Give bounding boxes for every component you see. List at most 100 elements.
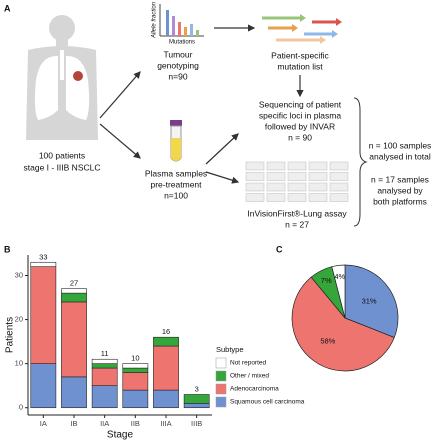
mutation-icon [262, 14, 342, 44]
bar-segment [91, 367, 118, 386]
mini-axis-label: Mutations [169, 40, 195, 46]
x-axis-label: Stage [107, 430, 134, 440]
arrow [205, 171, 240, 184]
assay-cell [245, 161, 265, 171]
bar-segment [61, 288, 87, 294]
bar-segment [61, 292, 87, 303]
y-tick-label: 10 [15, 359, 23, 368]
legend-swatch [215, 370, 227, 382]
assay-cell [329, 172, 349, 181]
bar-segment [91, 358, 118, 364]
legend-label: Squamous cell carcinoma [230, 399, 305, 406]
arrow [205, 133, 239, 165]
assay-cell [245, 182, 265, 192]
bar-segment [122, 367, 149, 373]
assay-cell [329, 182, 349, 192]
total-label: 11 [101, 349, 109, 358]
assay-cell [308, 161, 328, 171]
bar-segment [91, 385, 118, 409]
assay-cell [308, 182, 328, 192]
diagram-text: n = 90 [288, 132, 312, 142]
y-tick-label: 0 [19, 403, 23, 412]
total-label: 27 [70, 279, 78, 288]
diagram-text: n=90 [168, 71, 187, 81]
bar-segment [183, 403, 210, 409]
legend-swatch [215, 383, 227, 395]
x-tick-label: IB [70, 419, 77, 428]
total-label: 16 [162, 327, 170, 336]
total-label: 10 [131, 354, 139, 363]
assay-cell [329, 161, 349, 171]
bar-segment [122, 363, 149, 369]
x-tick-label: IIIB [191, 419, 202, 428]
diagram-text: followed by INVAR [265, 121, 335, 131]
pie-slice [291, 276, 395, 372]
brace [353, 97, 368, 227]
bar-segment [153, 336, 179, 347]
total-label: 33 [39, 252, 47, 261]
diagram-text: InVisionFirst®-Lung assay [247, 208, 347, 218]
arrow [99, 123, 141, 159]
diagram-text: pre-treatment [150, 179, 202, 189]
bar-segment [30, 363, 57, 409]
pie-label: 58% [320, 337, 335, 346]
assay-cell [245, 193, 265, 202]
diagram-text: Tumour [164, 49, 193, 59]
x-tick-label: IA [40, 419, 47, 428]
legend-swatch [215, 357, 227, 369]
patient-figure [26, 15, 98, 140]
bar-segment [30, 266, 57, 364]
panel-label: A [4, 3, 11, 13]
plasma-tube [170, 120, 182, 162]
mini-chart [159, 4, 204, 37]
pie-label: 31% [362, 297, 377, 306]
bar-segment [153, 345, 179, 391]
bar-segment [30, 261, 57, 267]
assay-cell [308, 172, 328, 181]
assay-cell [287, 193, 307, 202]
panel-label: B [4, 244, 11, 254]
assay-cell [308, 193, 328, 202]
pie-label: 4% [334, 272, 345, 281]
panel-label: C [276, 244, 283, 254]
legend-label: Other / mixed [230, 373, 269, 380]
assay-cell [329, 193, 349, 202]
legend-swatch [215, 396, 227, 408]
bar-segment [91, 363, 118, 369]
diagram-text: Patient-specific [271, 50, 329, 60]
bar-segment [61, 301, 87, 378]
y-axis-label: Patients [5, 317, 16, 353]
diagram-text: Plasma samples [145, 168, 207, 178]
legend-label: Not reported [230, 360, 267, 367]
diagram-text: analysed by [377, 185, 423, 195]
diagram-text: n = 17 samples [371, 174, 429, 184]
bar-segment [122, 372, 149, 391]
diagram-text: Sequencing of patient [259, 99, 342, 109]
pie-slice [344, 264, 399, 338]
bar-segment [153, 389, 179, 409]
assay-cell [266, 161, 286, 171]
assay-cell [287, 172, 307, 181]
diagram-text: stage I - IIIB NSCLC [24, 162, 101, 172]
total-label: 3 [195, 384, 199, 393]
diagram-text: genotyping [157, 60, 199, 70]
diagram-text: n = 27 [285, 219, 309, 229]
diagram-text: analysed in total [369, 151, 431, 161]
diagram-text: n=100 [164, 190, 188, 200]
diagram-text: 100 patients [39, 150, 85, 160]
assay-cell [266, 193, 286, 202]
assay-cell [287, 161, 307, 171]
bar-segment [122, 389, 149, 409]
bar-segment [61, 376, 87, 409]
diagram-text: both platforms [373, 196, 427, 206]
y-tick-label: 20 [15, 315, 23, 324]
assay-icon [245, 161, 349, 202]
pie-label: 7% [321, 276, 332, 285]
legend-label: Adenocarcinoma [230, 386, 279, 393]
diagram-text: n = 100 samples [369, 140, 432, 150]
bar-segment [183, 394, 210, 404]
x-tick-label: IIA [100, 419, 109, 428]
diagram-text: mutation list [277, 61, 323, 71]
assay-cell [266, 182, 286, 192]
